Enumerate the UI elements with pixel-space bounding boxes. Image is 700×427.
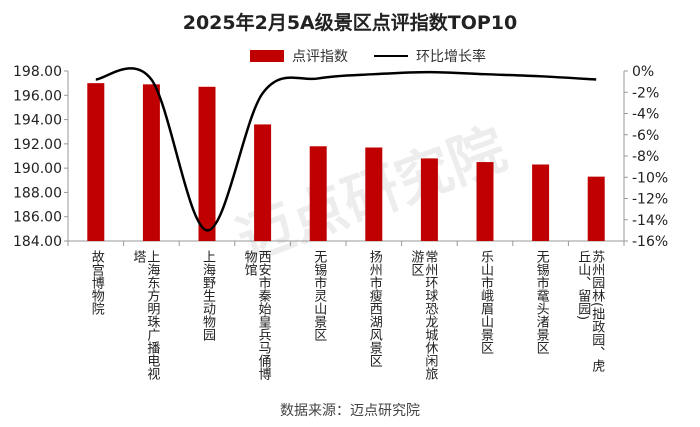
y2-tick-label: -14%: [632, 213, 668, 229]
bar: [587, 176, 605, 241]
bar: [532, 164, 550, 241]
y2-tick-label: 0%: [632, 64, 654, 80]
x-tick-label: 苏州园林(拙政园、虎丘山、留园): [575, 250, 605, 373]
y-tick-label: 192.00: [13, 137, 62, 153]
x-tick-label: 上海东方明珠广播电视塔: [130, 250, 160, 380]
bar: [254, 124, 272, 241]
y2-tick-label: -4%: [632, 107, 659, 123]
y-tick-label: 194.00: [13, 113, 62, 129]
bar: [198, 86, 216, 242]
bar: [309, 146, 327, 241]
x-tick-label: 扬州市瘦西湖风景区: [366, 250, 382, 367]
growth-line: [95, 67, 597, 232]
y-tick-label: 186.00: [13, 210, 62, 226]
bar: [476, 162, 494, 241]
y2-tick-label: -10%: [632, 170, 668, 186]
y2-tick-label: -8%: [632, 149, 659, 165]
bar: [420, 158, 438, 241]
x-tick-label: 常州环球恐龙城休闲旅游区: [408, 250, 438, 380]
x-tick-label: 上海野生动物园: [200, 250, 215, 341]
y-tick-label: 198.00: [13, 64, 62, 80]
bar: [142, 84, 160, 241]
y-tick-label: 184.00: [13, 234, 62, 250]
x-tick-label: 西安市秦始皇兵马俑博物馆: [241, 250, 271, 380]
x-tick-label: 无锡市鼋头渚景区: [533, 250, 549, 354]
y2-tick-label: -12%: [632, 192, 668, 208]
legend-bar-swatch: [250, 50, 284, 62]
y-tick-label: 196.00: [13, 88, 62, 104]
x-tick-label: 无锡市灵山景区: [311, 250, 327, 341]
legend: 点评指数 环比增长率: [250, 46, 486, 66]
y2-tick-label: -16%: [632, 234, 668, 250]
source-note: 数据来源：迈点研究院: [280, 403, 420, 419]
y2-tick-label: -2%: [632, 85, 659, 101]
bar: [87, 83, 105, 242]
y-tick-label: 190.00: [13, 161, 62, 177]
chart-title: 2025年2月5A级景区点评指数TOP10: [182, 12, 518, 34]
bar: [365, 147, 383, 241]
legend-line-swatch: [374, 55, 408, 57]
x-tick-label: 乐山市峨眉山景区: [478, 250, 493, 354]
legend-line-label: 环比增长率: [416, 49, 486, 65]
legend-bar-label: 点评指数: [292, 49, 348, 65]
x-tick-label: 故宫博物院: [88, 250, 104, 315]
y2-tick-label: -6%: [632, 128, 659, 144]
y-tick-label: 188.00: [13, 185, 62, 201]
